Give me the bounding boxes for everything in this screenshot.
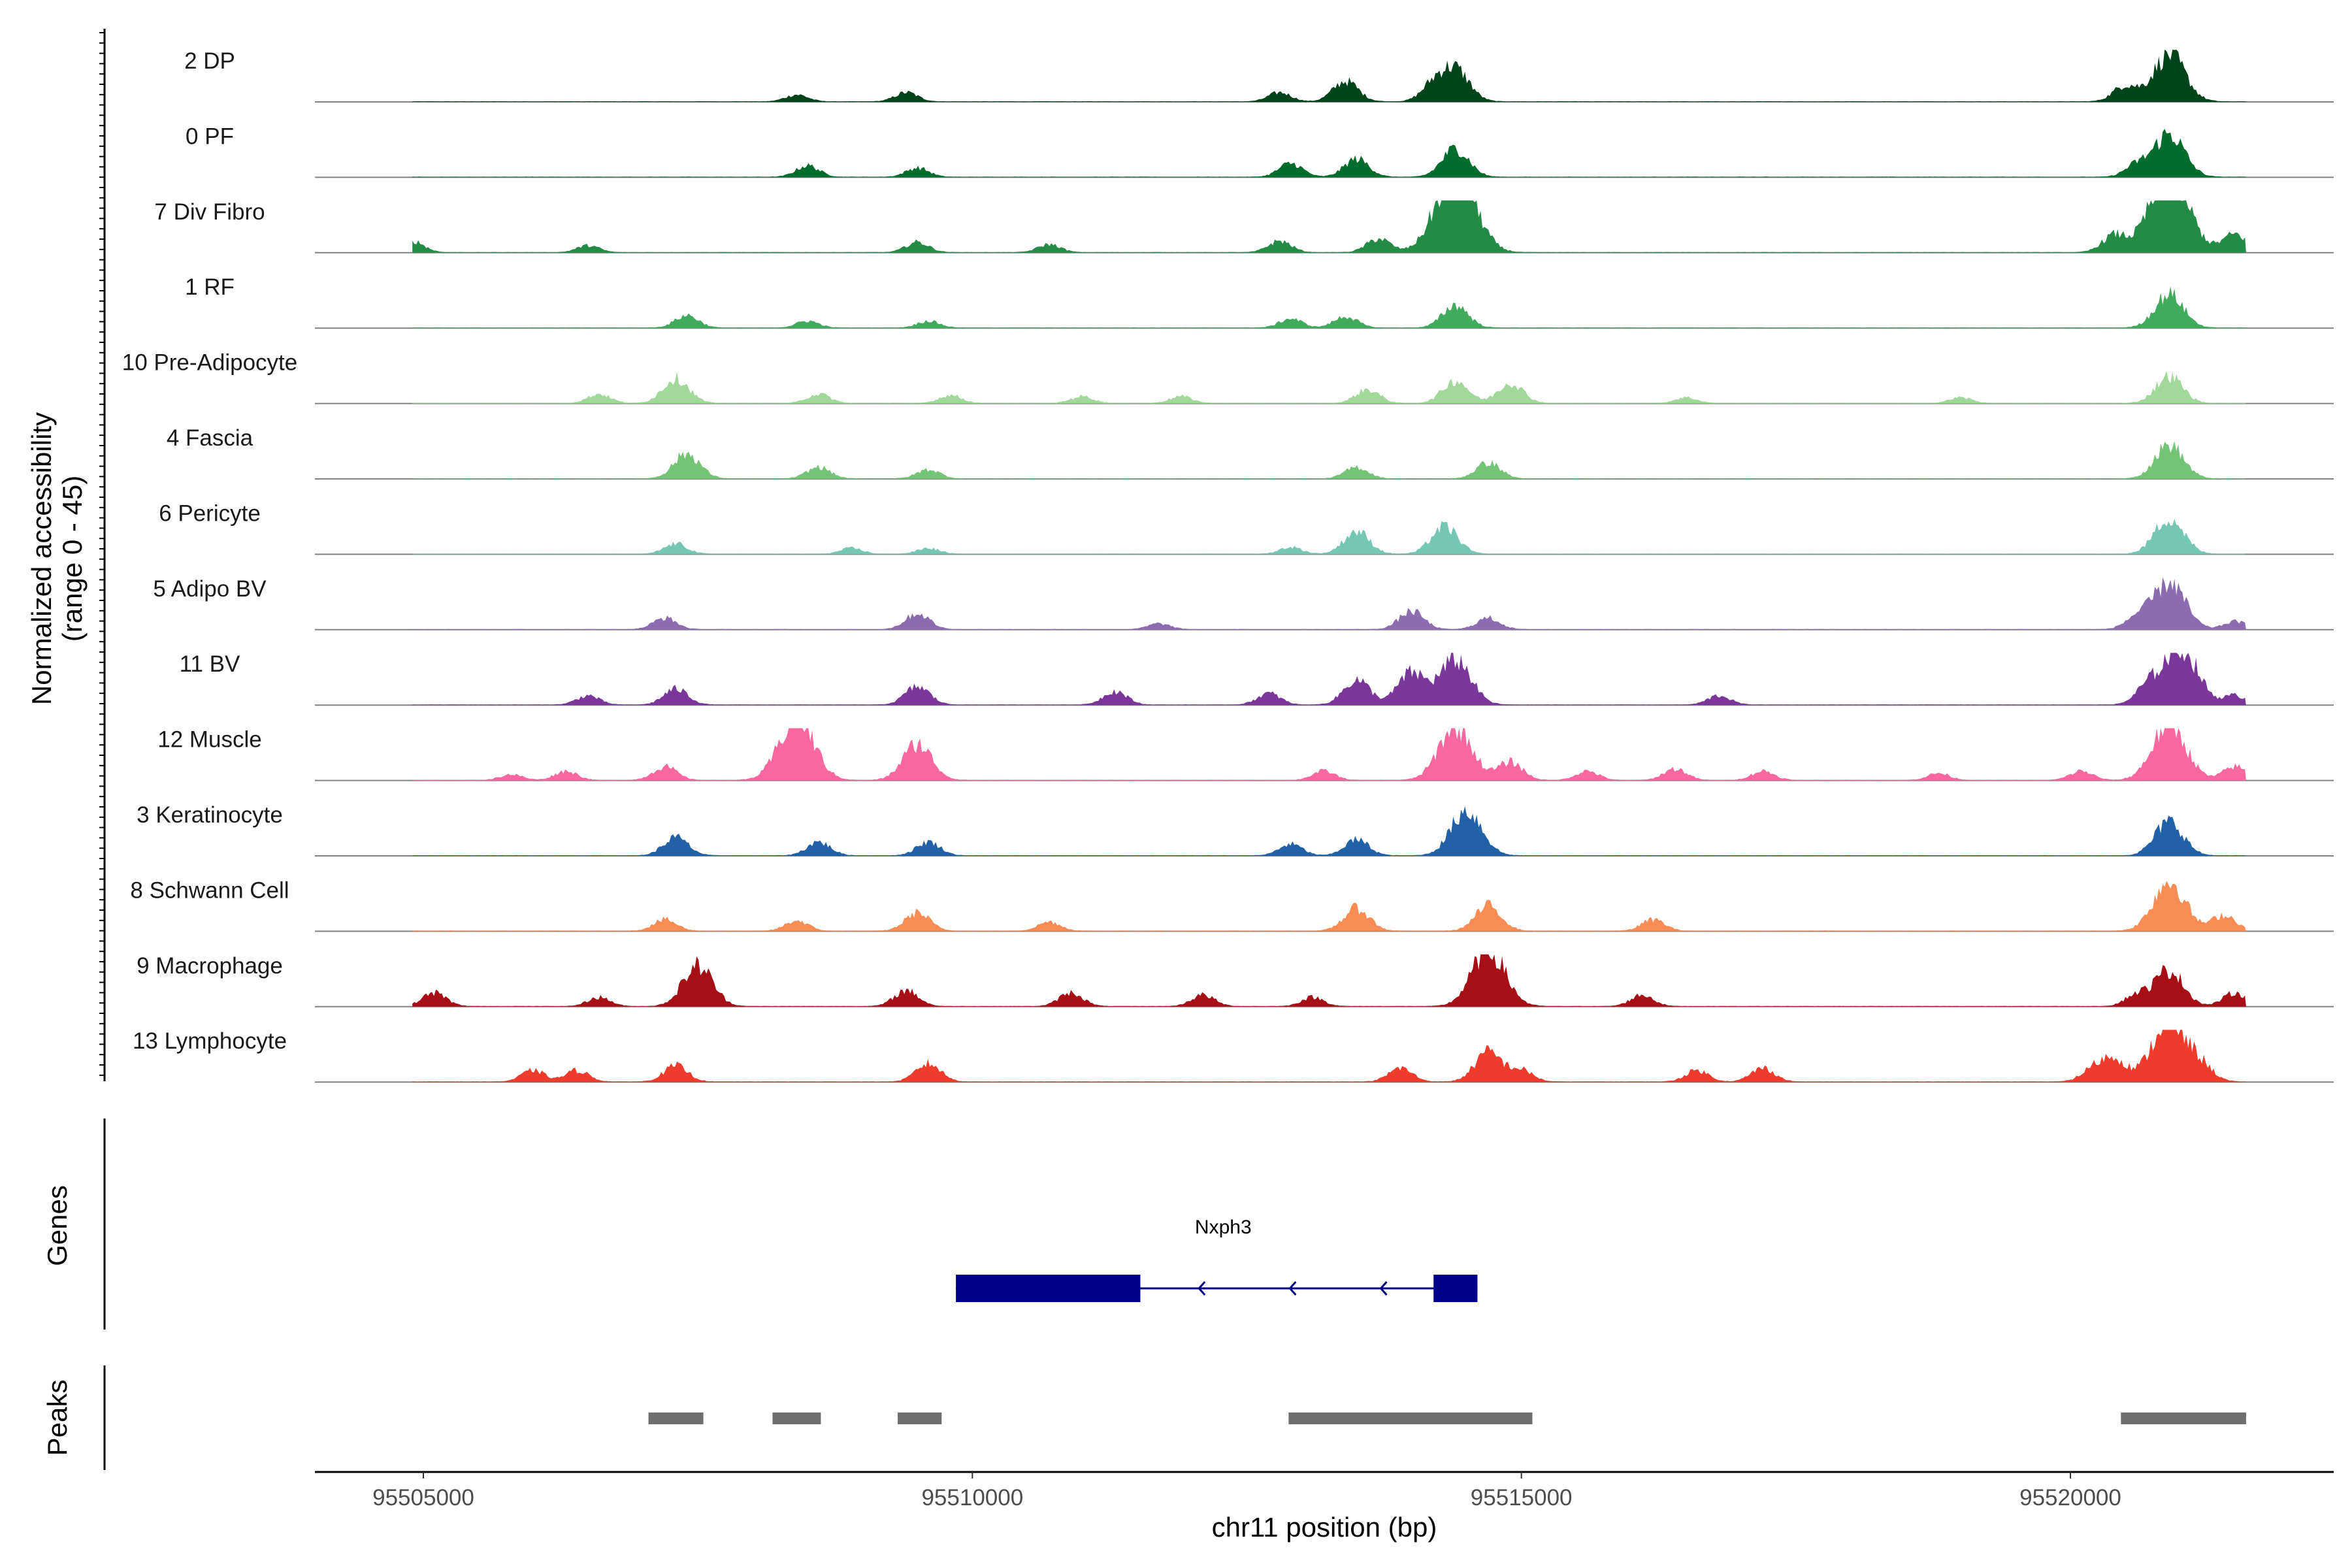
peaks-panel-title: Peaks [42, 1380, 73, 1456]
coverage-area [412, 519, 2246, 555]
coverage-area [412, 954, 2246, 1007]
x-tick-label: 95505000 [372, 1485, 474, 1511]
gene-name-label: Nxph3 [1195, 1217, 1252, 1238]
track-label: 7 Div Fibro [154, 199, 265, 225]
gene-exon [956, 1275, 1141, 1302]
coverage-area [412, 200, 2246, 253]
gene-nxph3: Nxph3 [956, 1217, 1478, 1302]
track-label: 8 Schwann Cell [130, 877, 289, 903]
track-label: 13 Lymphocyte [133, 1028, 287, 1054]
track-6-pericyte: 6 Pericyte [159, 500, 2334, 555]
track-8-schwann-cell: 8 Schwann Cell [130, 877, 2334, 932]
peak-ranges [648, 1413, 2246, 1424]
coverage-area [412, 653, 2246, 706]
coverage-tracks: 2 DP 0 PF 7 Div Fibro 1 RF 10 Pre-Adipocyte 4… [122, 48, 2334, 1083]
peak-range-bar [898, 1413, 942, 1424]
track-3-keratinocyte: 3 Keratinocyte [137, 802, 2334, 857]
track-label: 12 Muscle [157, 727, 262, 753]
peak-range-bar [648, 1413, 704, 1424]
track-4-fascia: 4 Fascia [167, 425, 2334, 480]
track-9-macrophage: 9 Macrophage [137, 953, 2334, 1007]
coverage-area [412, 728, 2246, 781]
strand-chevron-icon [1379, 1281, 1388, 1296]
coverage-area [412, 577, 2246, 630]
track-13-lymphocyte: 13 Lymphocyte [133, 1028, 2334, 1083]
track-label: 2 DP [184, 48, 235, 74]
genes-panel-title: Genes [42, 1185, 73, 1266]
track-label: 0 PF [186, 123, 234, 149]
track-label: 1 RF [185, 274, 235, 300]
gene-exon [1433, 1275, 1478, 1302]
x-axis-ticks: 95505000 95510000 95515000 95520000 [372, 1472, 2121, 1511]
strand-chevron-icon [1288, 1281, 1297, 1296]
track-2-dp: 2 DP [184, 48, 2334, 103]
track-label: 5 Adipo BV [153, 576, 267, 602]
coverage-area [412, 881, 2246, 932]
peak-range-bar [1288, 1413, 1533, 1424]
strand-chevron-icon [1198, 1281, 1206, 1296]
track-1-rf: 1 RF [185, 274, 2334, 329]
coverage-area [412, 441, 2246, 479]
y-axis-title-line1: Normalized accessibility [26, 412, 57, 705]
coverage-area [412, 286, 2246, 329]
track-5-adipo-bv: 5 Adipo BV [153, 576, 2334, 630]
track-0-pf: 0 PF [186, 123, 2334, 178]
y-axis-title-line2: (range 0 - 45) [57, 476, 88, 642]
track-10-pre-adipocyte: 10 Pre-Adipocyte [122, 350, 2334, 404]
track-7-div-fibro: 7 Div Fibro [154, 199, 2334, 253]
coverage-area [412, 1030, 2246, 1083]
x-axis-title: chr11 position (bp) [1212, 1512, 1437, 1543]
track-label: 3 Keratinocyte [137, 802, 283, 828]
coverage-area [412, 50, 2246, 102]
gene-annotation: Nxph3 [956, 1217, 1478, 1302]
track-12-muscle: 12 Muscle [157, 727, 2334, 781]
tracks-y-ticks [99, 32, 105, 1076]
track-label: 10 Pre-Adipocyte [122, 350, 297, 376]
track-label: 4 Fascia [167, 425, 253, 451]
coverage-area [412, 370, 2246, 404]
peak-range-bar [772, 1413, 821, 1424]
coverage-area [412, 806, 2246, 856]
track-label: 9 Macrophage [137, 953, 283, 979]
track-11-bv: 11 BV [180, 651, 2334, 706]
track-label: 11 BV [180, 651, 240, 677]
peak-range-bar [2121, 1413, 2246, 1424]
x-tick-label: 95515000 [1471, 1485, 1573, 1511]
x-tick-label: 95520000 [2019, 1485, 2121, 1511]
track-label: 6 Pericyte [159, 500, 261, 526]
coverage-area [412, 129, 2246, 178]
x-tick-label: 95510000 [921, 1485, 1023, 1511]
